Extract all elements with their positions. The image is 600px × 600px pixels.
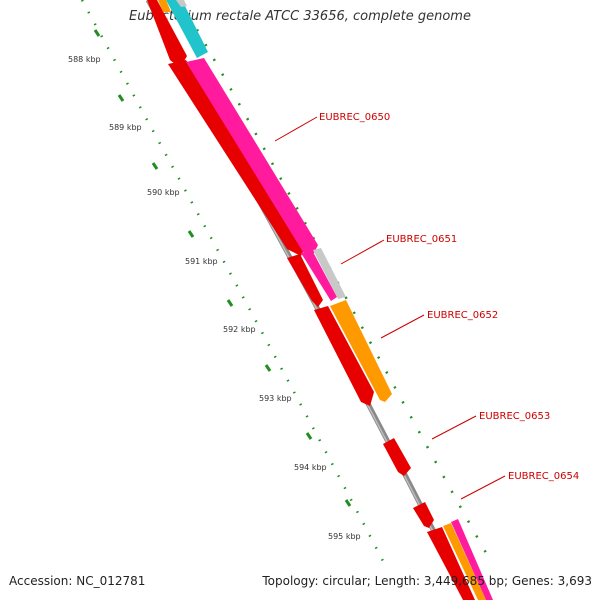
gene-feature-magenta[interactable]	[451, 519, 493, 600]
gene-label[interactable]: EUBREC_0650	[319, 112, 390, 123]
ruler-minor-ticks-inner	[80, 0, 387, 566]
ruler-major-ticks	[93, 29, 352, 507]
gene-feature-grey[interactable]	[313, 248, 346, 299]
gene-label[interactable]: EUBREC_0653	[479, 411, 550, 422]
ruler-label: 590 kbp	[147, 188, 180, 197]
gene-label[interactable]: EUBREC_0652	[427, 310, 498, 321]
genome-stats-text: Topology: circular; Length: 3,449,685 bp…	[262, 574, 592, 588]
accession-text: Accession: NC_012781	[9, 574, 146, 588]
gene-feature-orange[interactable]	[443, 523, 486, 600]
gene-feature-orange[interactable]	[158, 0, 171, 12]
gene-feature-red[interactable]	[314, 306, 374, 406]
gene-features	[147, 0, 493, 600]
ruler-label: 593 kbp	[259, 394, 292, 403]
ruler-label: 594 kbp	[294, 463, 327, 472]
ruler-label: 589 kbp	[109, 123, 142, 132]
gene-feature-cyan[interactable]	[166, 0, 208, 58]
ruler-label: 595 kbp	[328, 532, 361, 541]
gene-feature-orange[interactable]	[330, 300, 392, 402]
ruler-label: 592 kbp	[223, 325, 256, 334]
ruler-label: 588 kbp	[68, 55, 101, 64]
gene-feature-red[interactable]	[383, 438, 411, 476]
map-title: Eubacterium rectale ATCC 33656, complete…	[129, 9, 471, 24]
gene-feature-grey[interactable]	[176, 0, 187, 7]
gene-feature-red[interactable]	[168, 60, 305, 256]
gene-label-leaders	[274, 116, 506, 500]
gene-feature-red[interactable]	[427, 527, 475, 600]
gene-feature-red[interactable]	[147, 0, 187, 68]
ruler-label: 591 kbp	[185, 257, 218, 266]
gene-feature-red[interactable]	[287, 254, 323, 307]
gene-labels: EUBREC_0650 EUBREC_0651 EUBREC_0652 EUBR…	[319, 112, 579, 482]
gene-feature-red[interactable]	[413, 502, 434, 528]
gene-label[interactable]: EUBREC_0651	[386, 234, 457, 245]
gene-feature-magenta[interactable]	[301, 250, 337, 301]
ruler-labels: 588 kbp 589 kbp 590 kbp 591 kbp 592 kbp …	[68, 55, 361, 541]
gene-label[interactable]: EUBREC_0654	[508, 471, 579, 482]
gene-feature-magenta[interactable]	[186, 58, 318, 253]
